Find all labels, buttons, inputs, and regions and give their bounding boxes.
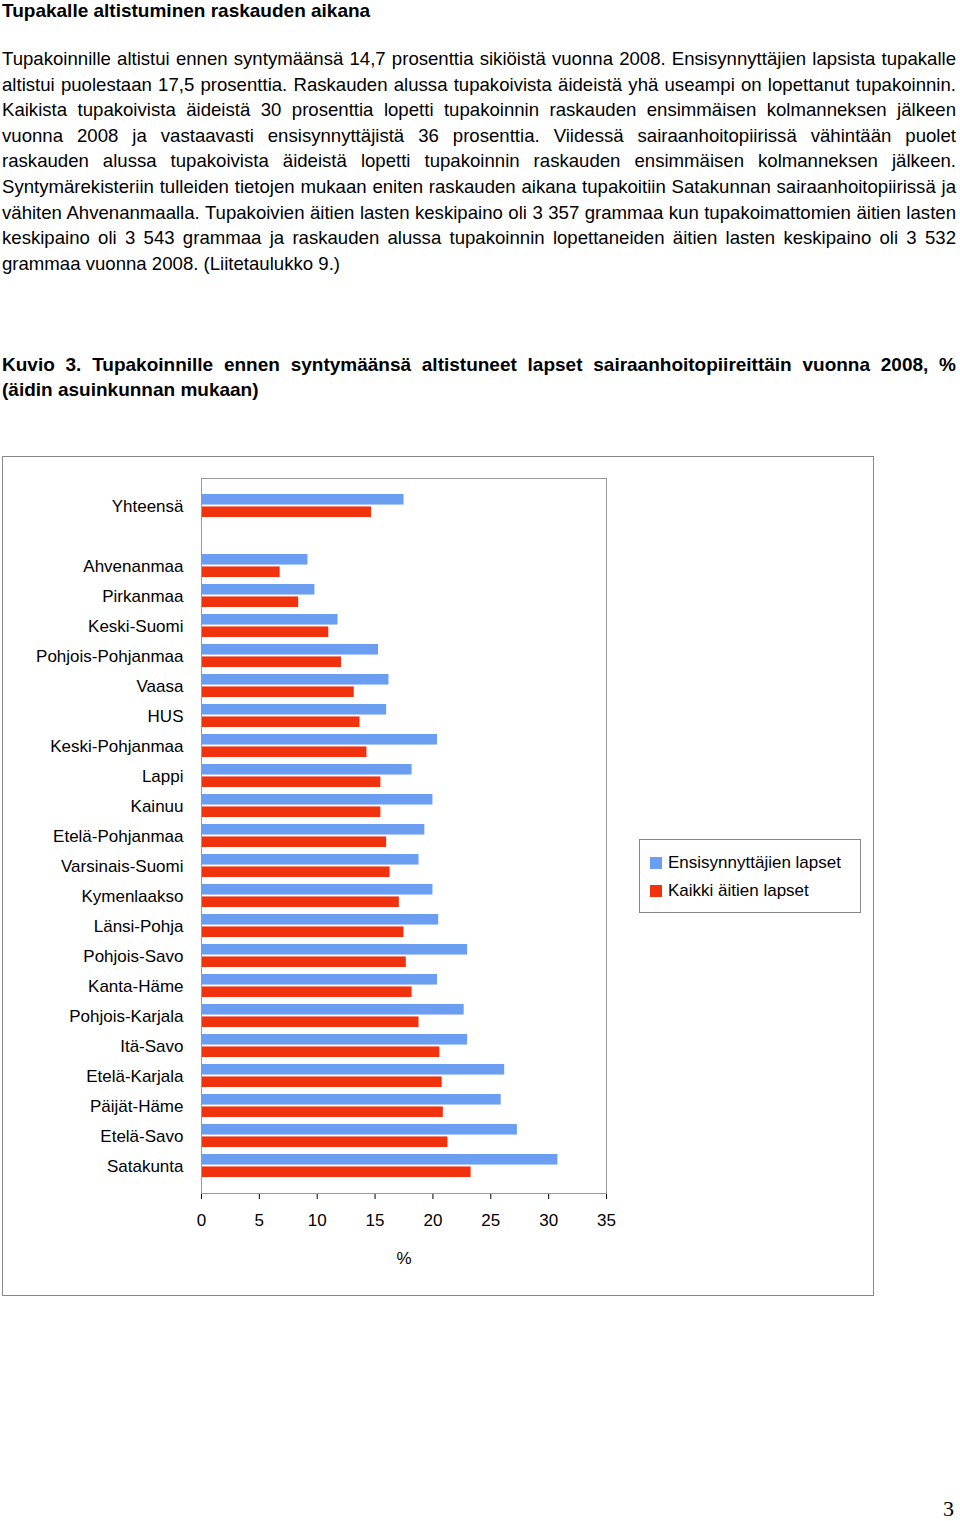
svg-text:Etelä-Karjala: Etelä-Karjala <box>86 1067 184 1086</box>
html-text:3: 3 <box>943 1496 954 1521</box>
svg-text:Pohjois-Pohjanmaa: Pohjois-Pohjanmaa <box>36 647 184 666</box>
svg-text:Yhteensä: Yhteensä <box>112 497 184 516</box>
html-text:Kaikki äitien lapset: Kaikki äitien lapset <box>668 881 809 900</box>
svg-text:Länsi-Pohja: Länsi-Pohja <box>94 917 184 936</box>
html-text:Tupakalle altistuminen raskaud: Tupakalle altistuminen raskauden aikana <box>2 0 371 21</box>
svg-text:Etelä-Pohjanmaa: Etelä-Pohjanmaa <box>53 827 184 846</box>
svg-text:Etelä-Savo: Etelä-Savo <box>100 1127 183 1146</box>
svg-text:Kymenlaakso: Kymenlaakso <box>81 887 183 906</box>
svg-text:25: 25 <box>481 1211 500 1230</box>
svg-text:20: 20 <box>423 1211 442 1230</box>
svg-text:0: 0 <box>197 1211 206 1230</box>
svg-text:Päijät-Häme: Päijät-Häme <box>90 1097 184 1116</box>
svg-text:35: 35 <box>597 1211 616 1230</box>
svg-text:Vaasa: Vaasa <box>137 677 184 696</box>
svg-text:Kainuu: Kainuu <box>131 797 184 816</box>
svg-text:Ahvenanmaa: Ahvenanmaa <box>83 557 184 576</box>
svg-text:Keski-Pohjanmaa: Keski-Pohjanmaa <box>50 737 184 756</box>
svg-text:5: 5 <box>255 1211 264 1230</box>
svg-text:HUS: HUS <box>148 707 184 726</box>
svg-text:Varsinais-Suomi: Varsinais-Suomi <box>61 857 184 876</box>
svg-text:30: 30 <box>539 1211 558 1230</box>
svg-text:Keski-Suomi: Keski-Suomi <box>88 617 183 636</box>
svg-text:Lappi: Lappi <box>142 767 184 786</box>
html-text:Ensisynnyttäjien lapset: Ensisynnyttäjien lapset <box>668 853 841 872</box>
svg-text:%: % <box>396 1249 411 1268</box>
svg-text:Pohjois-Savo: Pohjois-Savo <box>83 947 183 966</box>
svg-text:15: 15 <box>366 1211 385 1230</box>
svg-text:Pohjois-Karjala: Pohjois-Karjala <box>69 1007 184 1026</box>
svg-text:Kanta-Häme: Kanta-Häme <box>88 977 183 996</box>
svg-text:Pirkanmaa: Pirkanmaa <box>102 587 184 606</box>
html-text:Kuvio 3. Tupakoinnille ennen s: Kuvio 3. Tupakoinnille ennen syntymäänsä… <box>2 354 956 400</box>
html-text:Tupakoinnille altistui ennen s: Tupakoinnille altistui ennen syntymäänsä… <box>2 48 956 274</box>
svg-text:Satakunta: Satakunta <box>107 1157 184 1176</box>
svg-text:Itä-Savo: Itä-Savo <box>120 1037 183 1056</box>
svg-text:10: 10 <box>308 1211 327 1230</box>
